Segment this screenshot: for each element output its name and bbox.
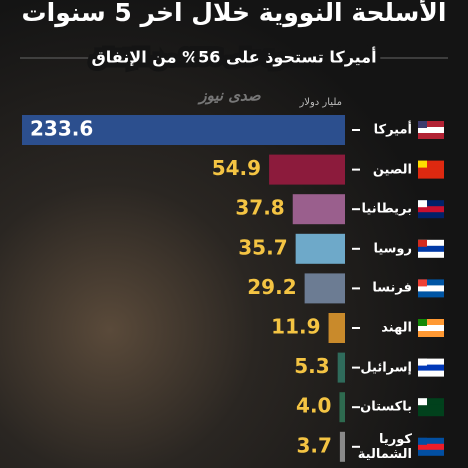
bar	[22, 115, 345, 145]
flag	[418, 364, 444, 371]
flag	[418, 239, 427, 247]
flag	[418, 404, 444, 411]
flag	[418, 166, 444, 173]
bar	[328, 313, 345, 343]
category-label: فرنسا	[372, 280, 412, 296]
category-label: باكستان	[360, 399, 412, 415]
bar	[339, 392, 345, 423]
flag	[418, 437, 427, 445]
flag	[418, 127, 444, 133]
value-label: 4.0	[296, 394, 331, 418]
flag	[418, 443, 444, 450]
category-label: إسرائيل	[360, 360, 412, 376]
bar	[337, 352, 345, 383]
bar	[339, 431, 345, 462]
category-label: بريطانيا	[361, 201, 412, 217]
bar	[295, 233, 345, 264]
value-label: 54.9	[212, 156, 261, 180]
value-label: 29.2	[247, 275, 296, 299]
flag	[418, 279, 427, 287]
flag	[418, 325, 444, 331]
value-label: 37.8	[235, 196, 284, 220]
value-label: 11.9	[271, 315, 320, 339]
flag	[418, 160, 427, 168]
flag	[418, 200, 427, 208]
value-label: 233.6	[30, 117, 93, 141]
source-logo: صدى نيوز	[197, 87, 262, 105]
category-label: كوريا الشمالية	[357, 431, 412, 462]
bar	[292, 194, 345, 225]
category-label: الهند	[381, 320, 412, 336]
flag	[418, 285, 444, 292]
value-label: 3.7	[296, 433, 331, 457]
flag	[418, 121, 427, 128]
chart-title: الأسلحة النووية خلال اخر 5 سنوات	[22, 0, 447, 28]
unit-label: مليار دولار	[298, 97, 342, 108]
value-label: 35.7	[238, 235, 287, 259]
flag	[418, 398, 427, 406]
bar	[269, 154, 345, 185]
category-label: الصين	[372, 162, 412, 178]
category-label: روسيا	[373, 241, 412, 257]
flag	[418, 245, 444, 252]
flag	[418, 358, 427, 366]
bar	[304, 273, 345, 304]
subtitle: أميركا تستحوذ على 56% من الإنفاق	[91, 47, 376, 67]
category-label: أميركا	[373, 122, 412, 138]
flag	[418, 206, 444, 213]
flag	[418, 319, 427, 326]
value-label: 5.3	[294, 354, 329, 378]
